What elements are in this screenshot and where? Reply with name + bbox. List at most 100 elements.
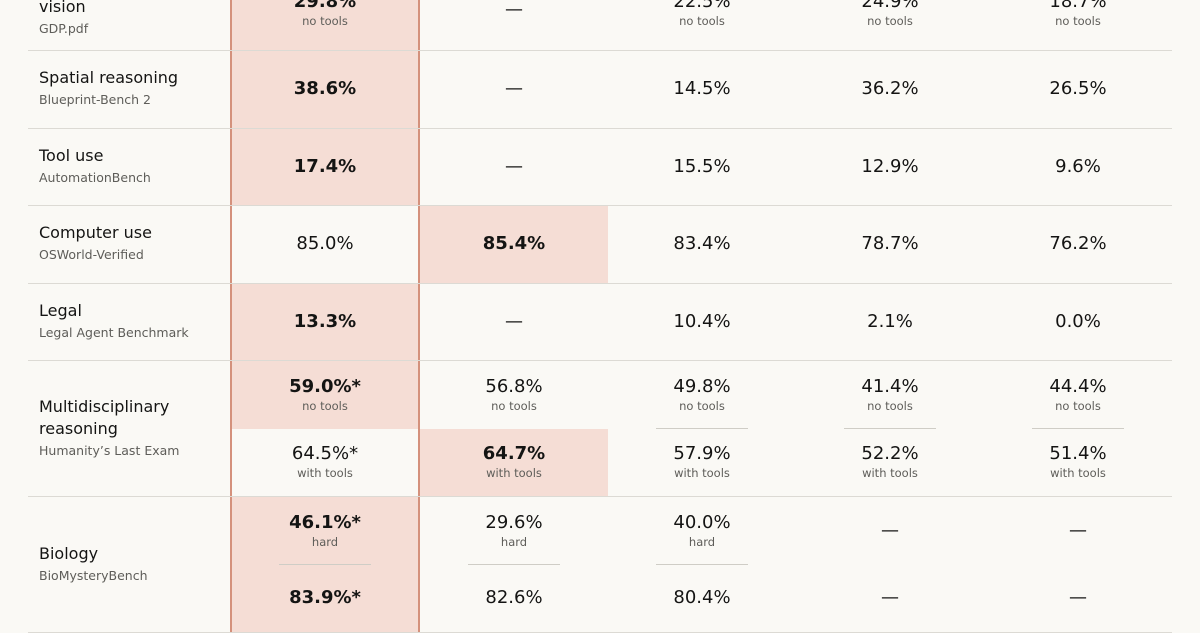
score-cell: 51.4% with tools — [984, 429, 1172, 497]
score-cell: 85.0% — [232, 206, 418, 283]
score-note: no tools — [302, 398, 348, 413]
score-value: 85.0% — [296, 233, 354, 255]
score-value: 26.5% — [1049, 78, 1107, 100]
score-column: — — [420, 51, 608, 128]
score-cell: 24.9% no tools — [796, 0, 984, 50]
row-label-cell: vision GDP.pdf — [28, 0, 230, 50]
page: vision GDP.pdf 29.8% no tools —22.5% no tools… — [28, 0, 1172, 633]
score-column: 85.0% — [230, 206, 420, 283]
score-cell: — — [984, 497, 1172, 565]
score-value: 2.1% — [867, 310, 913, 332]
score-value: 64.7% — [482, 443, 546, 465]
score-column: 83.4% — [608, 206, 796, 283]
score-value: 10.4% — [673, 310, 731, 332]
score-cell: 83.4% — [608, 206, 796, 283]
score-value: 83.4% — [673, 233, 731, 255]
score-value: — — [505, 0, 523, 20]
score-cell: 41.4% no tools — [796, 361, 984, 429]
row-label-cell: Multidisciplinary reasoning Humanity’s La… — [28, 361, 230, 496]
score-cell: 29.8% no tools — [232, 0, 418, 50]
score-cell: — — [420, 284, 608, 361]
table-row: Tool use AutomationBench 17.4% — 15.5% 12.9% 9… — [28, 128, 1172, 206]
score-column: — — [420, 0, 608, 50]
score-cell: 0.0% — [984, 284, 1172, 361]
score-value: 38.6% — [293, 78, 357, 100]
score-cell: 64.7% with tools — [420, 428, 608, 496]
row-label-cell: Tool use AutomationBench — [28, 129, 230, 206]
table-row: Spatial reasoning Blueprint-Bench 2 38.6% —… — [28, 51, 1172, 129]
row-subtitle: Blueprint-Bench 2 — [39, 92, 152, 108]
score-column: 22.5% no tools — [608, 0, 796, 50]
score-value: 41.4% — [861, 375, 919, 397]
row-subtitle: AutomationBench — [39, 169, 151, 185]
score-value: 82.6% — [485, 587, 543, 609]
score-cell: 14.5% — [608, 51, 796, 128]
score-cell: 46.1%* hard — [232, 497, 418, 565]
score-value: — — [505, 310, 523, 332]
score-value: 12.9% — [861, 155, 919, 177]
score-column: 56.8% no tools 64.7% with tools — [420, 361, 608, 496]
score-value: — — [1069, 519, 1087, 541]
score-value: — — [881, 587, 899, 609]
row-subtitle: OSWorld-Verified — [39, 247, 144, 263]
score-value: 0.0% — [1055, 310, 1101, 332]
score-column: 24.9% no tools — [796, 0, 984, 50]
score-cell: — — [984, 565, 1172, 633]
score-note: no tools — [679, 13, 725, 28]
score-note: with tools — [862, 466, 918, 481]
score-column: 12.9% — [796, 129, 984, 206]
score-note: no tools — [302, 13, 348, 28]
score-cell: 18.7% no tools — [984, 0, 1172, 50]
score-value: 13.3% — [293, 310, 357, 332]
benchmark-table: vision GDP.pdf 29.8% no tools —22.5% no tools… — [28, 0, 1172, 633]
score-cell: 36.2% — [796, 51, 984, 128]
score-note: with tools — [1050, 466, 1106, 481]
score-value: 56.8% — [485, 375, 543, 397]
score-cell: 2.1% — [796, 284, 984, 361]
score-note: hard — [311, 534, 339, 549]
table-row: Multidisciplinary reasoning Humanity’s La… — [28, 361, 1172, 497]
score-column: 29.6% hard 82.6% — [420, 497, 608, 632]
score-column: 29.8% no tools — [230, 0, 420, 50]
row-label: Computer use — [39, 223, 152, 243]
score-cell: 22.5% no tools — [608, 0, 796, 50]
row-label: Biology — [39, 543, 99, 563]
score-value: 44.4% — [1049, 375, 1107, 397]
row-label-cell: Legal Legal Agent Benchmark — [28, 284, 230, 361]
score-cell: 76.2% — [984, 206, 1172, 283]
score-note: no tools — [1055, 398, 1101, 413]
score-note: no tools — [867, 398, 913, 413]
score-cell: 17.4% — [232, 128, 418, 205]
score-cell: 13.3% — [232, 283, 418, 360]
row-subtitle: BioMysteryBench — [39, 567, 148, 583]
score-value: 80.4% — [673, 587, 731, 609]
score-value: — — [1069, 587, 1087, 609]
score-note: hard — [500, 534, 528, 549]
score-cell: — — [420, 129, 608, 206]
score-column: 15.5% — [608, 129, 796, 206]
score-value: 59.0%* — [289, 375, 361, 397]
score-cell: 83.9%* — [232, 564, 418, 632]
score-value: 52.2% — [861, 443, 919, 465]
score-note: with tools — [674, 466, 730, 481]
score-column: 40.0% hard 80.4% — [608, 497, 796, 632]
score-note: with tools — [486, 466, 542, 481]
score-column: 36.2% — [796, 51, 984, 128]
score-column: 9.6% — [984, 129, 1172, 206]
score-cell: 59.0%* no tools — [232, 361, 418, 429]
score-cell: — — [796, 565, 984, 633]
table-row: Computer use OSWorld-Verified 85.0% 85.4% 83… — [28, 206, 1172, 284]
score-cell: — — [796, 497, 984, 565]
score-value: 40.0% — [673, 511, 731, 533]
row-label: vision — [39, 0, 86, 16]
score-value: 76.2% — [1049, 233, 1107, 255]
row-label: Multidisciplinary reasoning — [39, 396, 170, 438]
score-cell: 12.9% — [796, 129, 984, 206]
score-cell: 29.6% hard — [420, 497, 608, 565]
score-note: hard — [688, 534, 716, 549]
score-cell: 57.9% with tools — [608, 429, 796, 497]
score-value: 18.7% — [1049, 0, 1107, 12]
score-value: — — [505, 155, 523, 177]
score-column: 85.4% — [420, 206, 608, 283]
score-value: 85.4% — [482, 233, 546, 255]
